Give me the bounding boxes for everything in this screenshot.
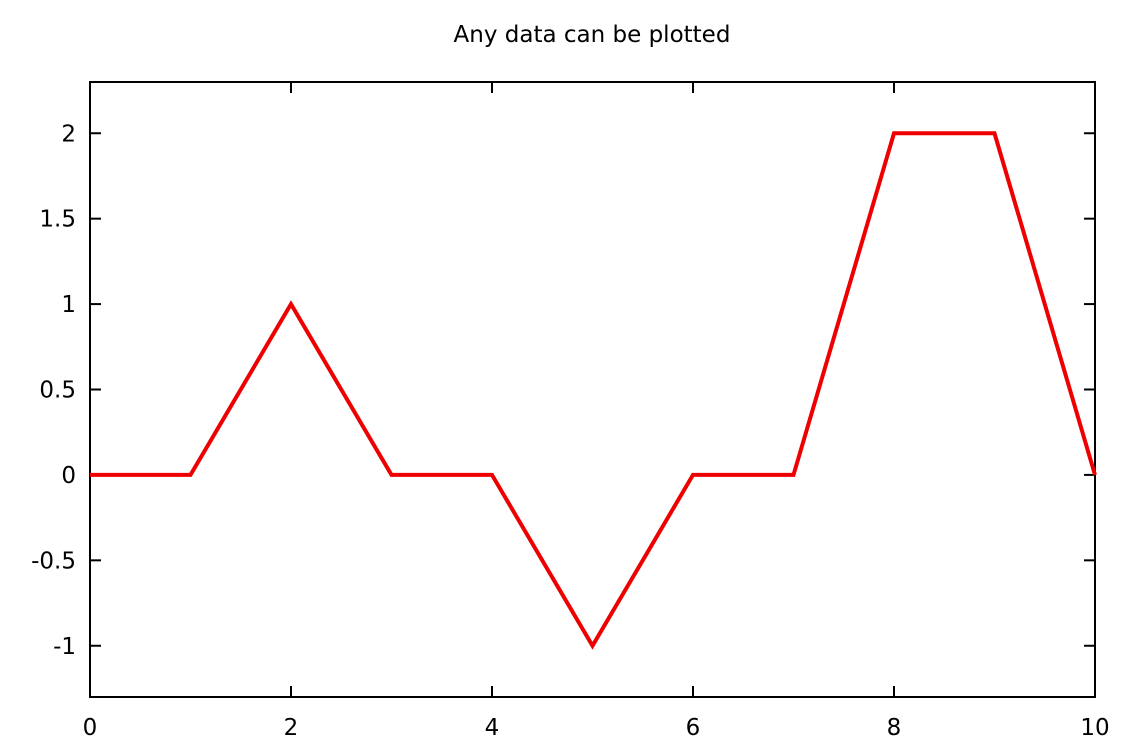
series-lines bbox=[90, 131, 1097, 650]
x-tick-label: 2 bbox=[284, 715, 299, 741]
y-axis-tick-labels: -1 -0.5 0 0.5 1 1.5 2 bbox=[31, 121, 76, 660]
x-tick-label: 4 bbox=[485, 715, 500, 741]
chart-title: Any data can be plotted bbox=[454, 22, 731, 48]
y-tick-label: -1 bbox=[53, 634, 76, 660]
y-tick-label: 1.5 bbox=[39, 207, 76, 233]
series-line bbox=[90, 131, 1097, 650]
x-tick-label: 8 bbox=[887, 715, 902, 741]
y-tick-label: -0.5 bbox=[31, 548, 76, 574]
y-tick-label: 2 bbox=[61, 121, 76, 147]
y-tick-label: 0 bbox=[61, 463, 76, 489]
y-tick-label: 1 bbox=[61, 292, 76, 318]
x-tick-label: 6 bbox=[686, 715, 701, 741]
y-tick-label: 0.5 bbox=[39, 378, 76, 404]
x-tick-label: 0 bbox=[83, 715, 98, 741]
x-axis-tick-labels: 0 2 4 6 8 10 bbox=[83, 715, 1110, 741]
x-tick-label: 10 bbox=[1080, 715, 1109, 741]
